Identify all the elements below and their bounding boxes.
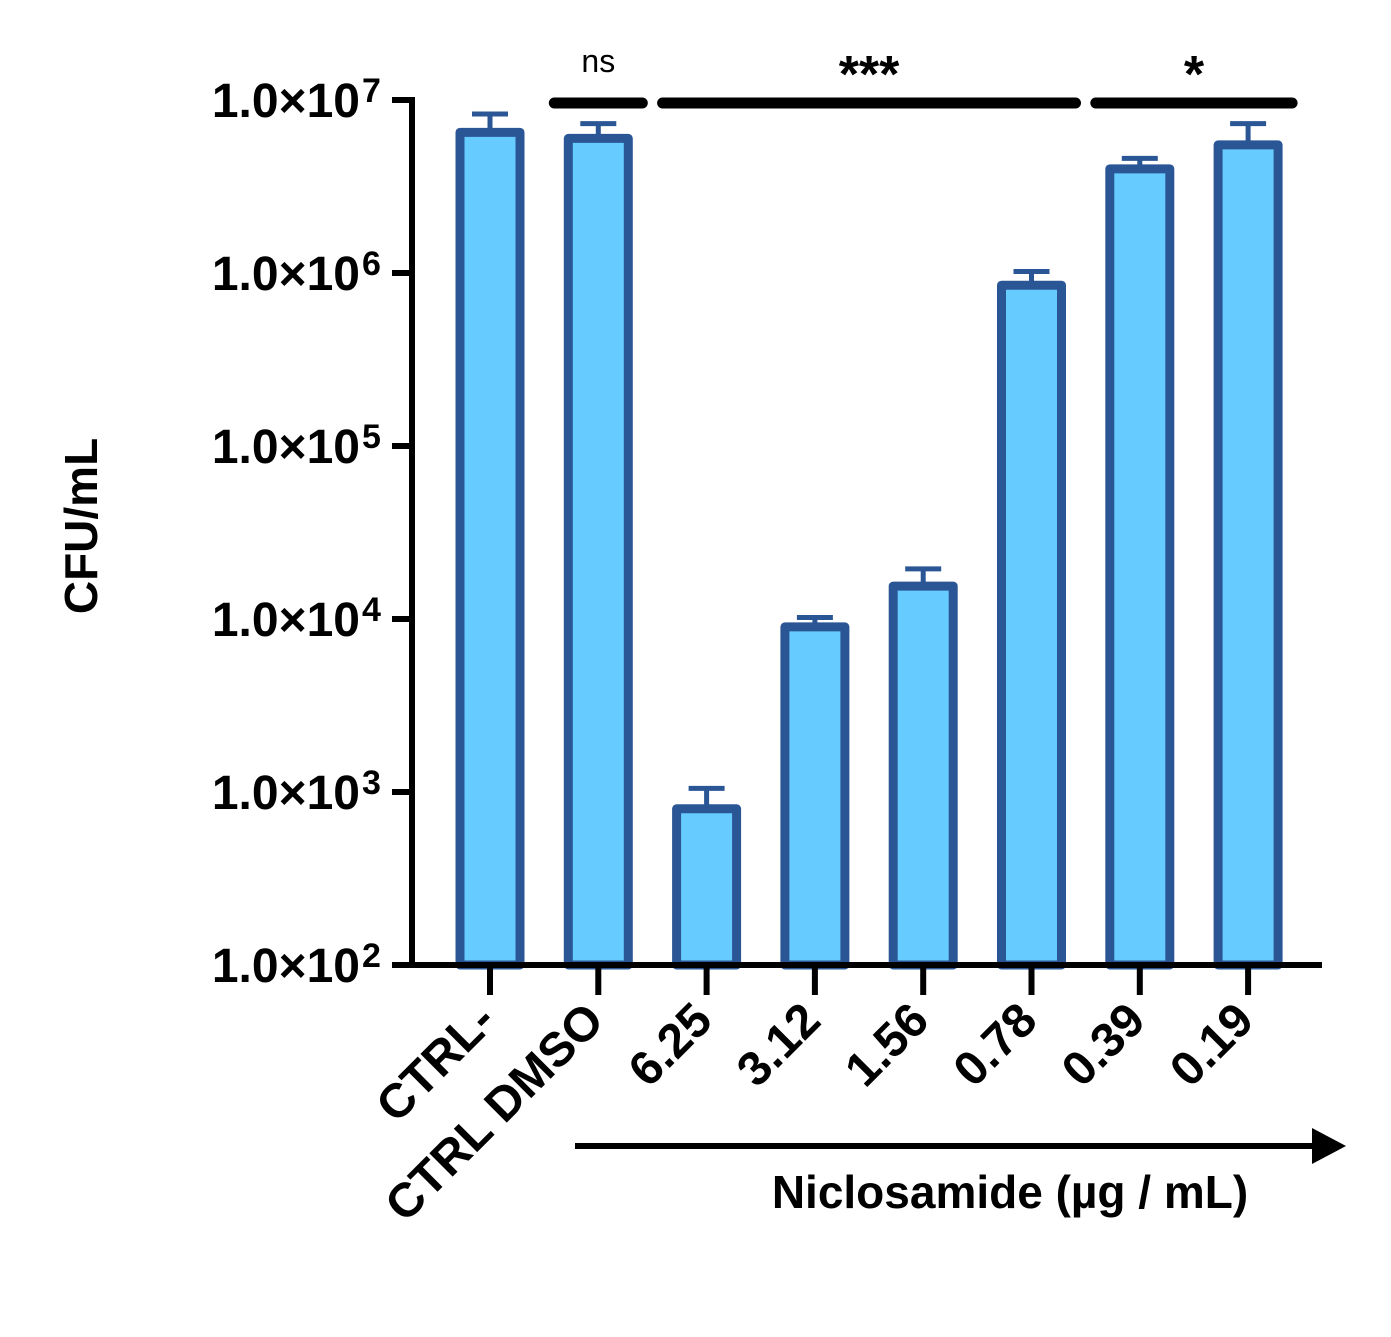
- y-tick-label-5: 1.0×10: [212, 75, 360, 128]
- error-bar-0: [472, 111, 508, 133]
- error-bar-7: [1230, 121, 1267, 145]
- y-tick-labels: 1.0×10 21.0×10 31.0×10 41.0×10 51.0×10 61.0×1…: [212, 72, 381, 993]
- bar-6: [1105, 164, 1175, 970]
- y-axis-label: CFU/mL: [55, 438, 107, 614]
- axes: [392, 97, 1322, 995]
- x-tick-label-7: 0.19: [1160, 993, 1264, 1097]
- y-tick-label-0: 1.0×10: [212, 940, 360, 993]
- error-bar-2: [688, 785, 725, 809]
- y-tick-label-4: 1.0×10: [212, 248, 360, 301]
- significance-label-1: ***: [839, 46, 900, 104]
- error-bar-3: [796, 615, 833, 627]
- bar-7: [1213, 140, 1283, 970]
- error-bar-4: [905, 566, 942, 587]
- y-tick-label-2: 1.0×10: [212, 594, 360, 647]
- x-tick-label-5: 0.78: [944, 993, 1048, 1097]
- bar-0: [455, 127, 525, 970]
- significance-label-0: ns: [581, 43, 615, 79]
- x-axis-label: Niclosamide (µg / mL): [772, 1166, 1248, 1218]
- y-tick-label-1: 1.0×10: [212, 767, 360, 820]
- bars: [455, 127, 1283, 970]
- x-tick-label-3: 3.12: [727, 993, 831, 1097]
- significance-label-2: *: [1184, 46, 1205, 104]
- error-bar-6: [1121, 155, 1158, 169]
- bar-3: [780, 622, 850, 970]
- y-tick-exponent-1: 3: [362, 764, 381, 802]
- x-tick-label-6: 0.39: [1052, 993, 1156, 1097]
- bar-2: [672, 804, 742, 970]
- bar-4: [888, 581, 958, 970]
- y-tick-exponent-2: 4: [362, 591, 381, 629]
- y-tick-exponent-0: 2: [362, 937, 381, 975]
- bar-1: [563, 133, 633, 970]
- niclosamide-arrow: [575, 1128, 1346, 1164]
- y-tick-label-3: 1.0×10: [212, 421, 360, 474]
- significance-annotations: ns *** *: [548, 43, 1298, 109]
- error-bar-5: [1013, 269, 1050, 286]
- y-tick-exponent-4: 6: [362, 245, 381, 283]
- x-tick-label-2: 6.25: [619, 993, 723, 1097]
- x-tick-label-4: 1.56: [835, 993, 939, 1097]
- bar-5: [997, 280, 1066, 970]
- error-bar-1: [580, 121, 617, 139]
- y-tick-exponent-5: 7: [362, 72, 381, 110]
- y-tick-exponent-3: 5: [362, 418, 381, 456]
- error-bars: [472, 111, 1267, 809]
